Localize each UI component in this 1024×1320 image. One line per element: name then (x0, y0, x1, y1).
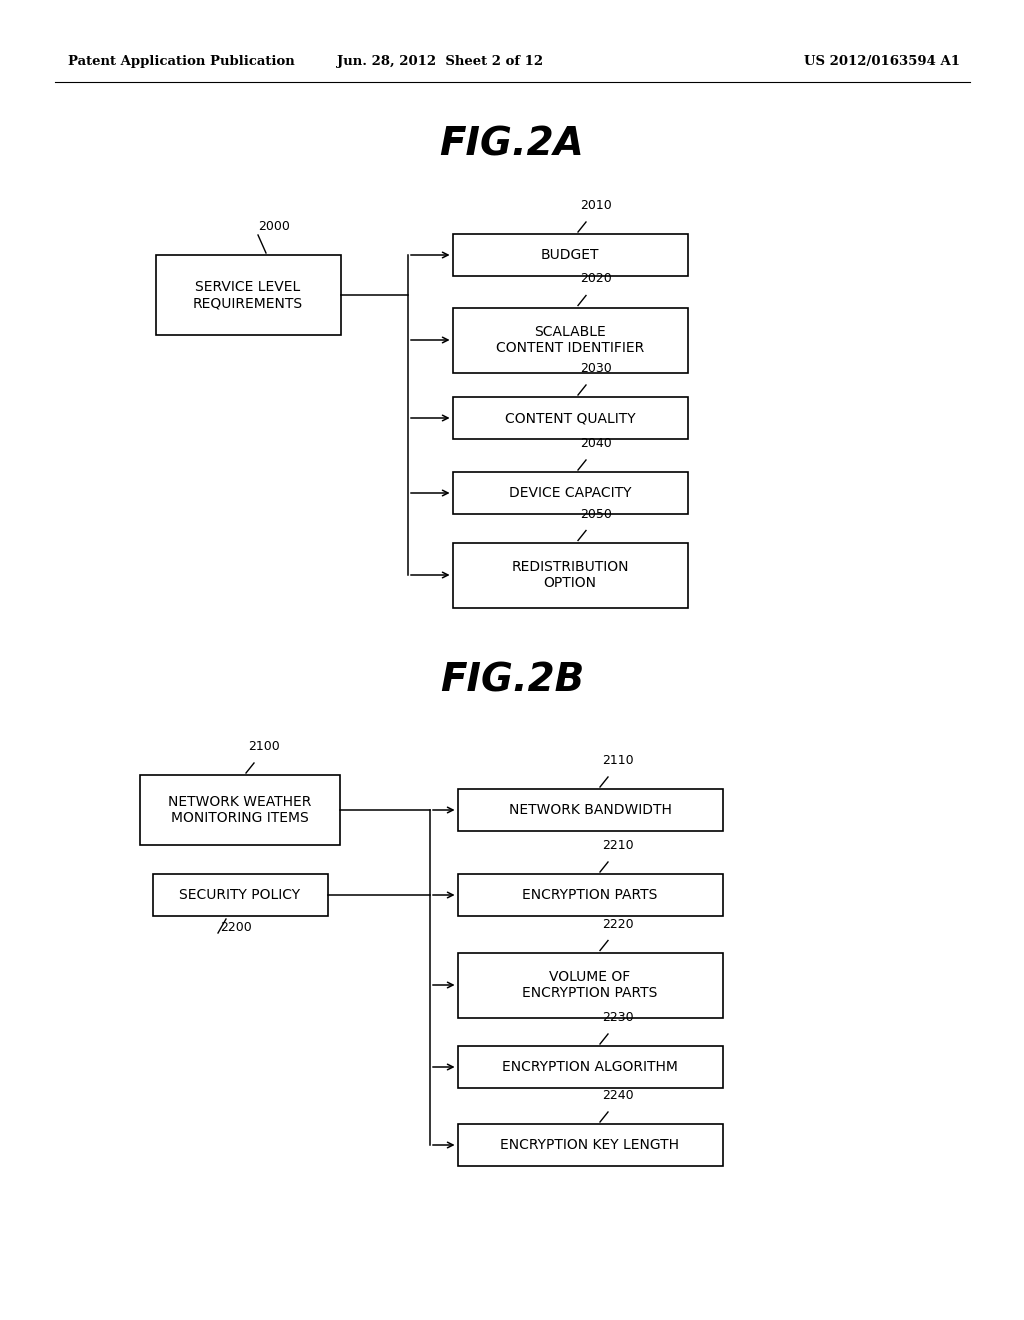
Bar (458, 874, 723, 916)
Text: 2040: 2040 (580, 437, 611, 450)
Text: Jun. 28, 2012  Sheet 2 of 12: Jun. 28, 2012 Sheet 2 of 12 (337, 55, 543, 69)
Bar (153, 874, 328, 916)
Text: DEVICE CAPACITY: DEVICE CAPACITY (509, 486, 631, 500)
Text: ENCRYPTION PARTS: ENCRYPTION PARTS (522, 888, 657, 902)
Bar (453, 397, 687, 440)
Bar (156, 255, 341, 335)
Text: VOLUME OF
ENCRYPTION PARTS: VOLUME OF ENCRYPTION PARTS (522, 970, 657, 1001)
Text: 2100: 2100 (248, 741, 280, 752)
Text: 2200: 2200 (220, 921, 252, 935)
Bar (453, 473, 687, 513)
Text: US 2012/0163594 A1: US 2012/0163594 A1 (804, 55, 961, 69)
Text: 2110: 2110 (602, 754, 634, 767)
Bar (458, 1045, 723, 1088)
Bar (453, 234, 687, 276)
Text: SCALABLE
CONTENT IDENTIFIER: SCALABLE CONTENT IDENTIFIER (496, 325, 644, 355)
Text: FIG.2A: FIG.2A (439, 125, 585, 164)
Bar (458, 1125, 723, 1166)
Text: ENCRYPTION KEY LENGTH: ENCRYPTION KEY LENGTH (501, 1138, 680, 1152)
Text: BUDGET: BUDGET (541, 248, 599, 261)
Text: 2000: 2000 (258, 220, 290, 234)
Text: 2240: 2240 (602, 1089, 634, 1102)
Text: 2210: 2210 (602, 840, 634, 851)
Text: 2230: 2230 (602, 1011, 634, 1024)
Text: 2220: 2220 (602, 917, 634, 931)
Text: 2020: 2020 (580, 272, 611, 285)
Bar (453, 308, 687, 372)
Text: 2030: 2030 (580, 362, 611, 375)
Text: FIG.2B: FIG.2B (440, 661, 584, 700)
Bar (140, 775, 340, 845)
Text: NETWORK BANDWIDTH: NETWORK BANDWIDTH (509, 803, 672, 817)
Text: NETWORK WEATHER
MONITORING ITEMS: NETWORK WEATHER MONITORING ITEMS (168, 795, 311, 825)
Text: CONTENT QUALITY: CONTENT QUALITY (505, 411, 635, 425)
Bar (458, 953, 723, 1018)
Text: 2050: 2050 (580, 507, 612, 520)
Text: REDISTRIBUTION
OPTION: REDISTRIBUTION OPTION (511, 560, 629, 590)
Text: Patent Application Publication: Patent Application Publication (68, 55, 295, 69)
Bar (453, 543, 687, 607)
Text: SERVICE LEVEL
REQUIREMENTS: SERVICE LEVEL REQUIREMENTS (193, 280, 303, 310)
Text: SECURITY POLICY: SECURITY POLICY (179, 888, 301, 902)
Text: ENCRYPTION ALGORITHM: ENCRYPTION ALGORITHM (502, 1060, 678, 1074)
Bar (458, 789, 723, 832)
Text: 2010: 2010 (580, 199, 611, 213)
